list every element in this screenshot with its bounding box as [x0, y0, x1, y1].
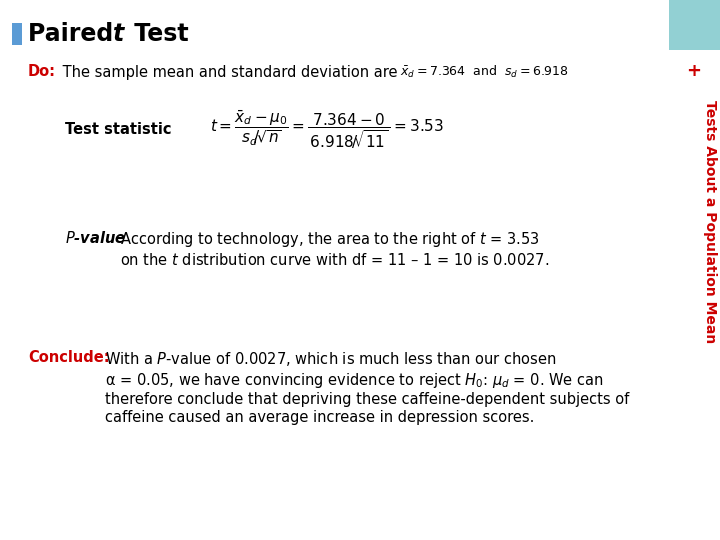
Text: With a $P$-value of 0.0027, which is much less than our chosen
α = 0.05, we have: With a $P$-value of 0.0027, which is muc… — [105, 350, 629, 424]
Text: Test statistic: Test statistic — [65, 123, 171, 138]
Text: Do:: Do: — [28, 64, 56, 79]
Text: According to technology, the area to the right of $t$ = 3.53
on the $t$ distribu: According to technology, the area to the… — [120, 230, 549, 268]
Text: Paired: Paired — [28, 22, 122, 46]
Text: $\bar{x}_d = 7.364$  and  $s_d = 6.918$: $\bar{x}_d = 7.364$ and $s_d = 6.918$ — [400, 64, 569, 80]
Text: Tests About a Population Mean: Tests About a Population Mean — [703, 100, 717, 343]
Bar — [669, 0, 720, 50]
Text: The sample mean and standard deviation are: The sample mean and standard deviation a… — [58, 64, 397, 79]
Bar — [12, 23, 22, 45]
Text: $t = \dfrac{\bar{x}_d - \mu_0}{\,s_d\!/\!\sqrt{n}\,} = \dfrac{7.364 - 0}{\,6.918: $t = \dfrac{\bar{x}_d - \mu_0}{\,s_d\!/\… — [210, 109, 444, 151]
Text: $P$-value: $P$-value — [65, 230, 126, 246]
Text: Test: Test — [126, 22, 189, 46]
Text: Conclude:: Conclude: — [28, 350, 109, 365]
Text: t: t — [113, 22, 125, 46]
Text: +: + — [686, 62, 701, 80]
